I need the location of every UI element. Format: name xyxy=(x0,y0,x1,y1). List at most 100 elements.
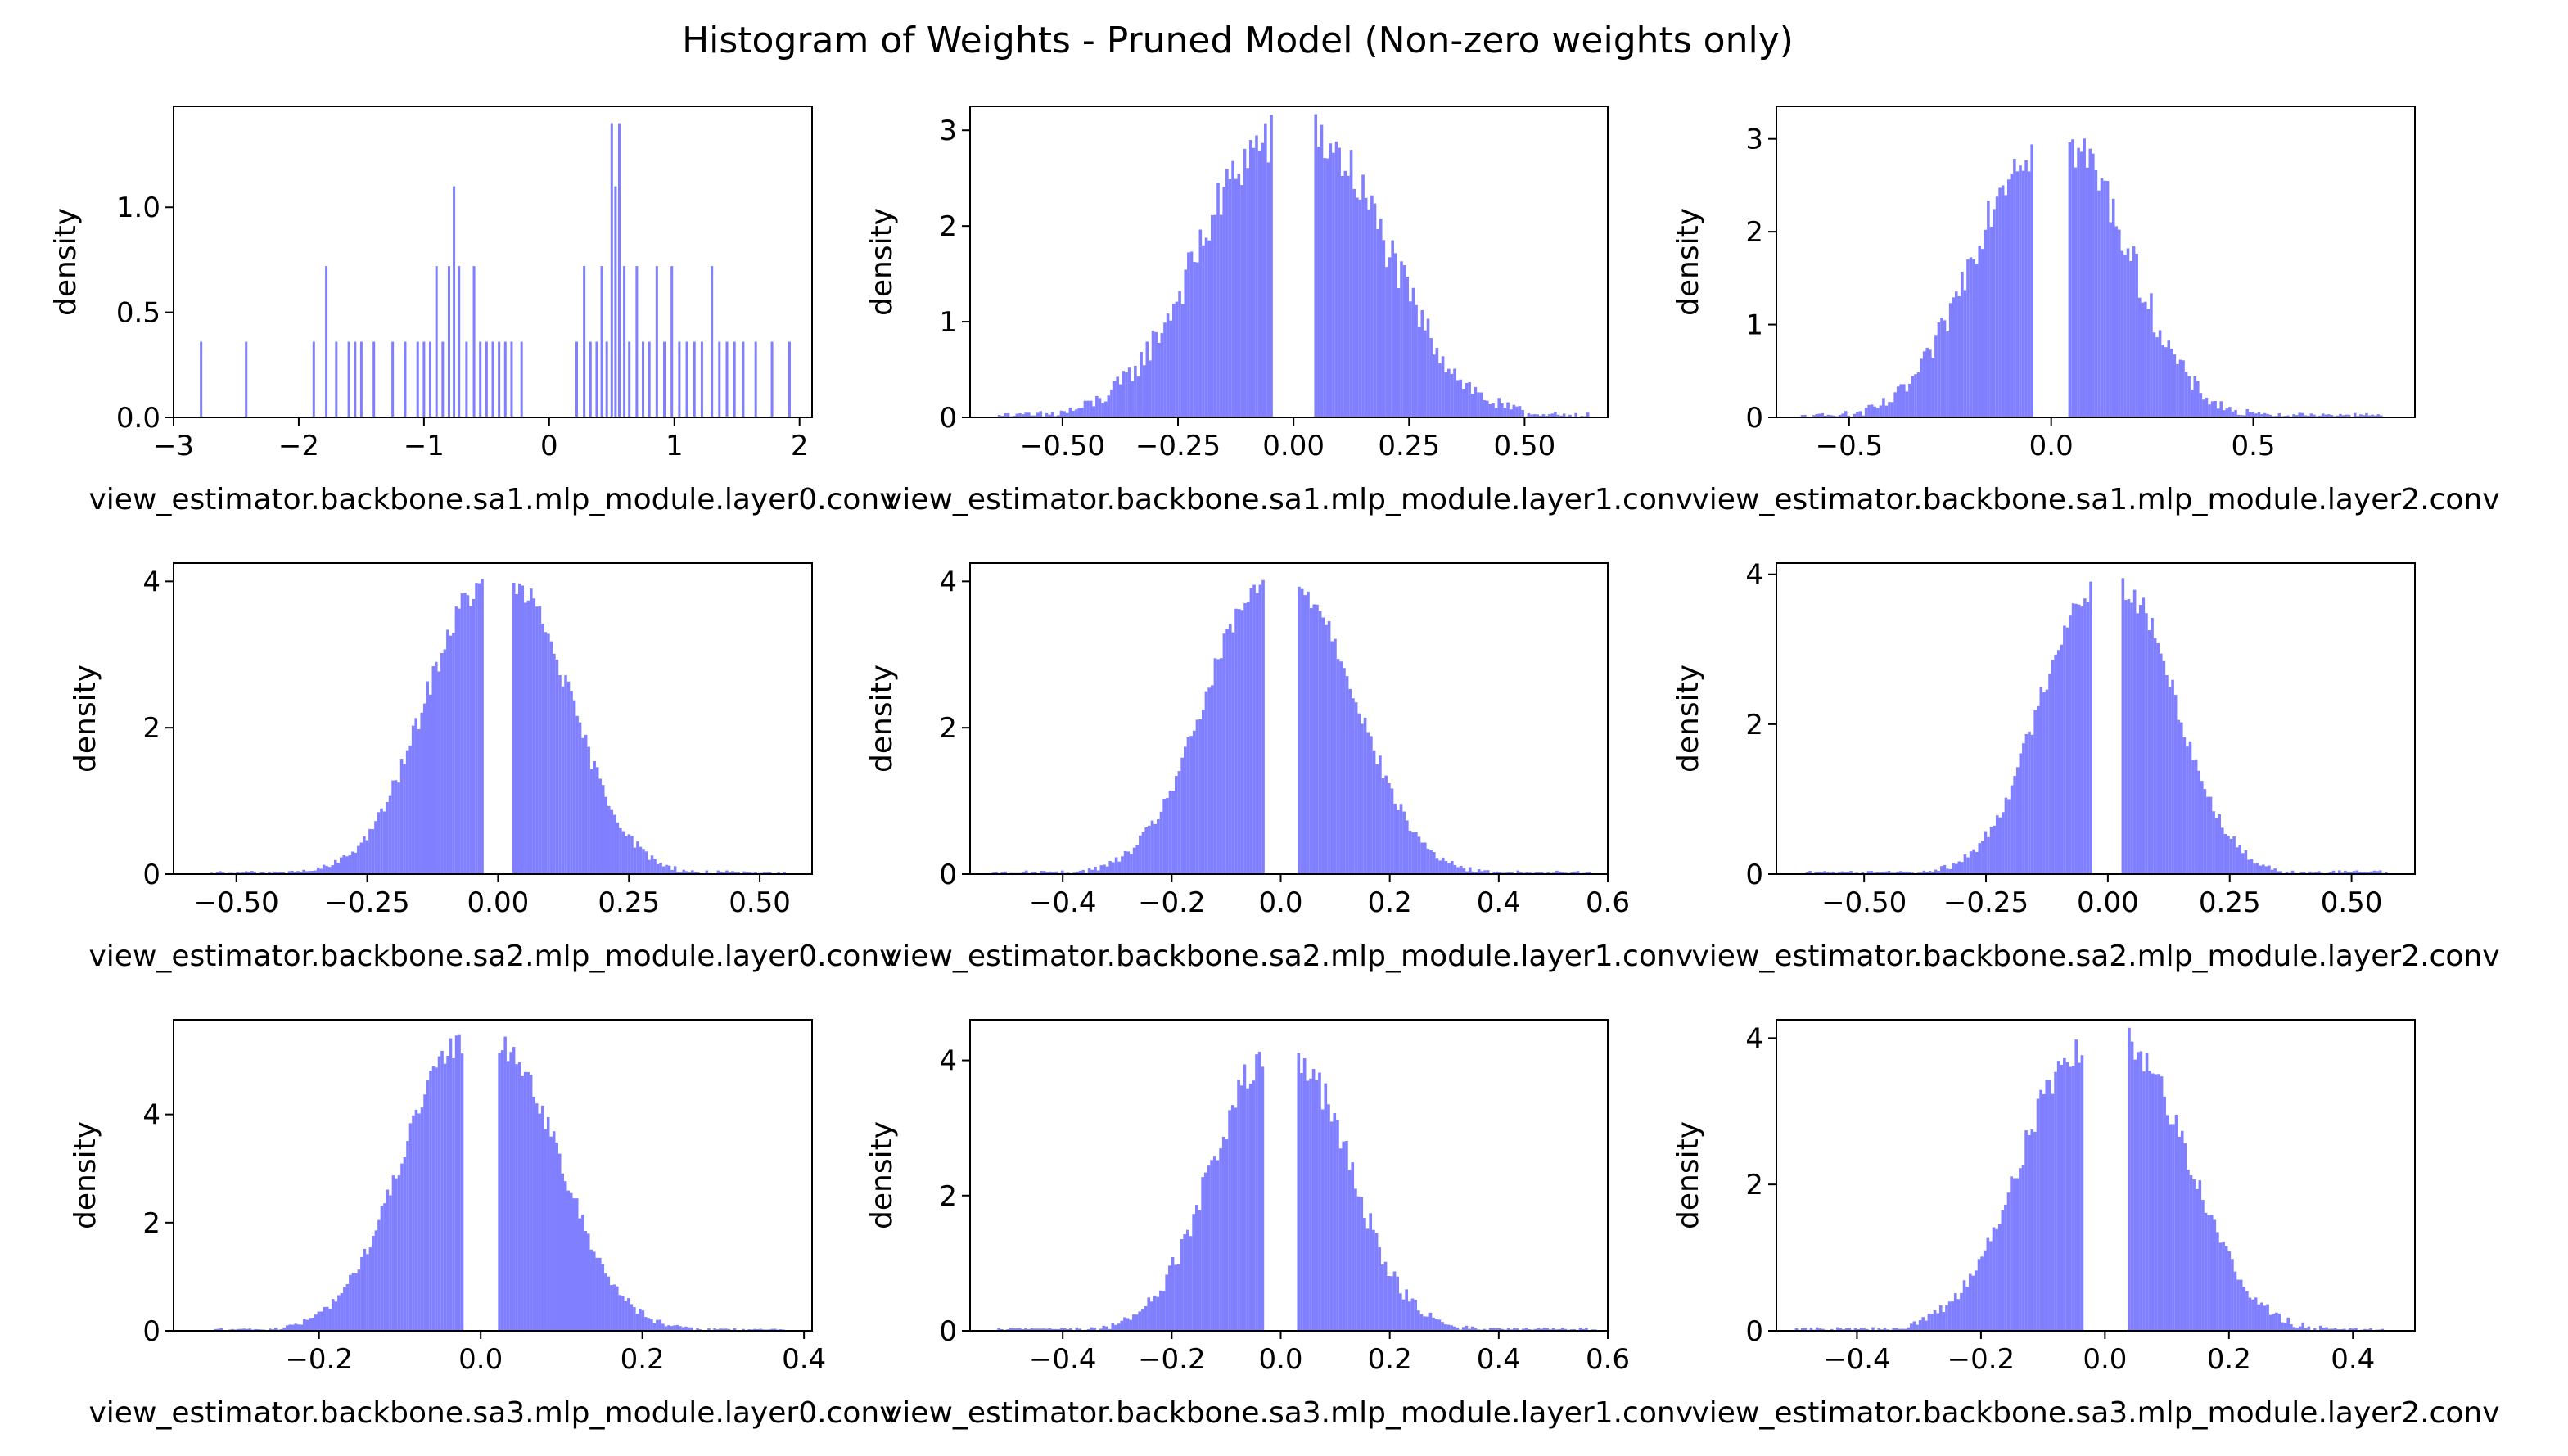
histogram-bin xyxy=(1462,389,1465,417)
histogram-bin xyxy=(773,1328,777,1331)
histogram-bin xyxy=(297,1324,300,1331)
histogram-bin xyxy=(2030,734,2034,874)
histogram-bin xyxy=(1198,719,1202,874)
histogram-bin xyxy=(1902,384,1906,417)
histogram-bin xyxy=(498,341,501,417)
histogram-bin xyxy=(1888,402,1891,417)
histogram-bin xyxy=(2227,835,2230,874)
histogram-bin xyxy=(465,341,468,417)
histogram-bin xyxy=(2001,185,2005,417)
histogram-bin xyxy=(1117,1323,1121,1331)
histogram-bin xyxy=(1300,1073,1303,1331)
x-axis-label: view_estimator.backbone.sa3.mlp_module.l… xyxy=(88,1396,896,1430)
y-axis-label: density xyxy=(1672,1121,1705,1229)
histogram-bin xyxy=(661,866,666,874)
histogram-bin xyxy=(1453,864,1457,874)
histogram-bin xyxy=(1432,1317,1435,1331)
x-tick-label: −0.5 xyxy=(1816,430,1884,462)
histogram-bin xyxy=(1142,365,1146,417)
histogram-bin xyxy=(2006,1192,2011,1331)
histogram-bin xyxy=(1150,820,1154,874)
histogram-bin xyxy=(2092,153,2095,417)
histogram-bin xyxy=(2180,722,2183,874)
histogram-bin xyxy=(1234,608,1238,874)
histogram-bin xyxy=(2100,178,2104,417)
histogram-bin xyxy=(754,872,757,874)
x-tick-label: 0.50 xyxy=(2321,886,2383,919)
histogram-bin xyxy=(291,1324,295,1331)
histogram-bin xyxy=(759,1328,762,1331)
histogram-bin xyxy=(372,1236,375,1331)
histogram-bin xyxy=(650,855,654,874)
histogram-bin xyxy=(563,1181,567,1331)
histogram-bin xyxy=(595,341,598,417)
histogram-bin xyxy=(2077,604,2081,874)
histogram-bin xyxy=(1347,175,1350,417)
histogram-bin xyxy=(1474,872,1478,874)
histogram-bin xyxy=(1969,257,1973,417)
histogram-bin xyxy=(572,700,576,874)
histogram-bin xyxy=(518,583,521,874)
histogram-bin xyxy=(311,1318,315,1331)
histogram-bin xyxy=(2007,799,2011,874)
histogram-bin xyxy=(2327,1328,2331,1331)
histogram-bin xyxy=(673,1325,676,1331)
histogram-bin xyxy=(1318,1072,1321,1331)
histogram-bin xyxy=(1021,414,1025,417)
histogram-bin xyxy=(604,796,608,874)
histogram-bin xyxy=(2195,1188,2199,1331)
histogram-bin xyxy=(2054,1071,2057,1331)
histogram-bin xyxy=(414,1109,418,1331)
histogram-bin xyxy=(503,1036,507,1331)
y-tick-label: 2 xyxy=(1745,216,1763,249)
histogram-bin xyxy=(1989,227,1993,417)
x-tick-label: 0.4 xyxy=(1477,1343,1521,1376)
histogram-bin xyxy=(1131,381,1135,417)
subplot-6: −0.50 −0.25 0.00 0.25 0.50 0 2 4 view_estimator.… xyxy=(1672,559,2500,973)
histogram-bin xyxy=(581,1215,584,1331)
histogram-bin xyxy=(1004,413,1007,417)
histogram-bin xyxy=(1839,1328,1843,1331)
histogram-bin xyxy=(2285,872,2289,874)
histogram-bin xyxy=(2069,1066,2072,1331)
x-tick-label: −0.25 xyxy=(1943,886,2029,919)
histogram-bin xyxy=(526,600,530,874)
histogram-bin xyxy=(2290,870,2295,874)
histogram-bin xyxy=(1987,836,1990,874)
histogram-bin xyxy=(2349,872,2353,874)
histogram-bin xyxy=(498,1053,501,1331)
histogram-bin xyxy=(420,1107,424,1331)
histogram-bin xyxy=(2136,613,2139,874)
histogram-bin xyxy=(406,1141,409,1331)
histogram-bin xyxy=(1033,415,1036,417)
histogram-bin xyxy=(2222,1241,2225,1331)
histogram-bin xyxy=(2127,599,2131,874)
histogram-bin xyxy=(633,1307,636,1331)
histogram-bin xyxy=(1074,409,1078,417)
histogram-bin xyxy=(561,1173,564,1331)
histogram-bin xyxy=(1867,404,1871,417)
histogram-bin xyxy=(1981,841,1984,874)
histogram-bin xyxy=(2088,148,2092,417)
histogram-bin xyxy=(2027,171,2031,417)
histogram-bin xyxy=(1971,1275,1975,1331)
histogram-bin xyxy=(1450,1325,1453,1331)
histogram-bin xyxy=(1159,1290,1162,1331)
histogram-bin xyxy=(287,871,291,874)
histogram-bin xyxy=(1417,327,1421,417)
histogram-bin xyxy=(530,588,533,874)
histogram-bin xyxy=(1438,363,1442,417)
histogram-bin xyxy=(688,872,691,874)
histogram-bin xyxy=(1884,405,1889,417)
histogram-bin xyxy=(2186,746,2189,874)
histogram-bin xyxy=(254,1328,257,1331)
histogram-bin xyxy=(1423,1316,1426,1331)
histogram-bin xyxy=(216,1328,220,1331)
histogram-bin xyxy=(1960,1292,1963,1331)
histogram-bin xyxy=(1378,1247,1382,1331)
histogram-bin xyxy=(720,872,723,874)
histogram-bin xyxy=(446,629,449,874)
histogram-bin xyxy=(1311,1069,1316,1331)
histogram-bin xyxy=(2027,1134,2031,1331)
